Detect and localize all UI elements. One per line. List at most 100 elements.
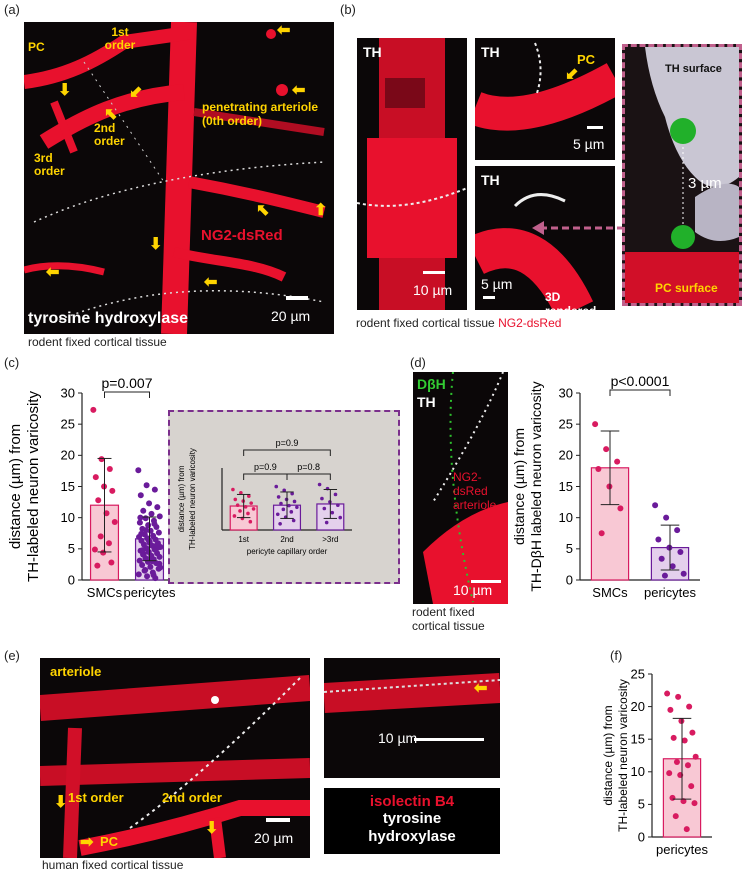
y-tick-label: 0 bbox=[566, 572, 573, 587]
chart-f: 0 5 10 15 20 25 pericytes distance (µm) from TH-… bbox=[601, 666, 712, 857]
data-point bbox=[674, 527, 681, 534]
vessel-drawing-b2 bbox=[475, 42, 615, 131]
data-point bbox=[140, 507, 147, 514]
data-point bbox=[98, 456, 105, 463]
data-point bbox=[279, 501, 283, 506]
label-th: TH bbox=[417, 394, 436, 410]
scale-bar-b1 bbox=[423, 271, 445, 274]
dashed-arrow-icon bbox=[532, 221, 625, 235]
arrow-icon: ⬇ bbox=[205, 820, 219, 837]
caption-b-text: rodent fixed cortical tissue bbox=[356, 316, 495, 330]
y-tick-label: 25 bbox=[559, 417, 573, 432]
data-point bbox=[333, 492, 338, 497]
data-point bbox=[153, 542, 160, 549]
data-point bbox=[143, 482, 150, 489]
label-second-order: 2nd order bbox=[94, 121, 125, 148]
data-point bbox=[247, 494, 251, 498]
vessel-drawing-e2 bbox=[324, 673, 500, 713]
render-3d-drawing bbox=[625, 47, 739, 303]
label-ng2-arteriole: NG2-dsRed arteriole bbox=[453, 470, 497, 512]
data-point bbox=[322, 506, 327, 511]
data-point bbox=[664, 690, 671, 697]
arrow-icon: ⬋ bbox=[129, 84, 143, 101]
category-label: SMCs bbox=[592, 585, 628, 600]
data-point bbox=[603, 446, 610, 453]
data-point bbox=[282, 488, 287, 493]
data-point bbox=[281, 507, 286, 512]
micrograph-a: PC 1st order 2nd order 3rd order penetra… bbox=[24, 22, 334, 334]
p-value-label: p=0.007 bbox=[102, 375, 153, 391]
data-point bbox=[617, 505, 624, 512]
data-point bbox=[291, 518, 296, 523]
scale-label-d: 10 µm bbox=[453, 582, 493, 598]
y-axis-label: TH-labeled neuron varicosity bbox=[25, 391, 42, 582]
data-point bbox=[338, 515, 343, 520]
render-3d-box: TH surface 3 µm PC surface bbox=[622, 44, 742, 306]
data-point bbox=[151, 486, 158, 493]
data-point bbox=[598, 530, 605, 537]
data-point bbox=[156, 553, 163, 560]
data-point bbox=[290, 491, 294, 496]
data-point bbox=[289, 510, 294, 514]
label-th: TH bbox=[481, 172, 500, 188]
chart-c: 0 5 10 15 20 25 30 SMCs pericytes p=0.007 distance… bbox=[7, 375, 176, 600]
data-point bbox=[243, 505, 248, 509]
data-point bbox=[287, 503, 291, 508]
y-tick-label: 0 bbox=[638, 829, 645, 844]
p-value-label: p<0.0001 bbox=[611, 373, 670, 389]
data-point bbox=[138, 530, 145, 537]
data-point bbox=[614, 458, 621, 465]
data-point bbox=[677, 548, 684, 555]
data-point bbox=[251, 507, 256, 511]
category-label: SMCs bbox=[87, 585, 123, 600]
data-point bbox=[249, 501, 253, 505]
vessel-drawing-e bbox=[40, 675, 310, 858]
data-point bbox=[666, 544, 673, 551]
y-tick-label: 5 bbox=[638, 797, 645, 812]
label-second-order: 2nd order bbox=[162, 790, 222, 805]
micrograph-b-bottom: TH 5 µm 3D rendered bbox=[475, 166, 615, 310]
label-arteriole: arteriole bbox=[50, 664, 102, 679]
scale-bar-a bbox=[286, 296, 308, 300]
legend-box-e: isolectin B4 tyrosine hydroxylase bbox=[324, 788, 500, 854]
category-label: >3rd bbox=[322, 535, 338, 544]
y-tick-label: 0 bbox=[68, 572, 75, 587]
label-ng2-dsred: NG2-dsRed bbox=[201, 227, 283, 244]
y-axis-label: distance (µm) from bbox=[601, 705, 615, 805]
panel-label-f: (f) bbox=[610, 648, 623, 663]
data-point bbox=[275, 512, 280, 517]
caption-a: rodent fixed cortical tissue bbox=[28, 335, 167, 349]
micrograph-b-left: TH 10 µm bbox=[357, 38, 467, 310]
panel-label-b: (b) bbox=[340, 2, 356, 17]
data-point bbox=[233, 497, 238, 502]
data-point bbox=[686, 703, 693, 710]
y-axis-label: TH-labeled neuron varicosity bbox=[188, 448, 197, 550]
label-third-order: 3rd order bbox=[34, 151, 65, 178]
label-th: TH bbox=[363, 44, 382, 60]
category-label: pericytes bbox=[123, 585, 176, 600]
arrow-icon: ⬅ bbox=[46, 264, 60, 281]
vessel-drawing-d bbox=[423, 372, 508, 604]
significance-bracket bbox=[286, 473, 331, 480]
data-point bbox=[139, 547, 146, 554]
caption-d: rodent fixed cortical tissue bbox=[412, 605, 485, 633]
scale-label-b3: 5 µm bbox=[481, 276, 513, 292]
category-label: 1st bbox=[238, 535, 249, 544]
data-point bbox=[146, 500, 153, 507]
data-point bbox=[238, 509, 242, 513]
category-label: pericytes bbox=[656, 842, 709, 857]
data-point bbox=[97, 533, 104, 540]
micrograph-e: arteriole 1st order 2nd order PC ➡ ⬇ ⬇ 2… bbox=[40, 658, 310, 858]
arrow-icon: ⬇ bbox=[54, 794, 68, 811]
data-point bbox=[135, 571, 142, 578]
data-point bbox=[675, 693, 682, 700]
data-point bbox=[692, 753, 699, 760]
data-point bbox=[276, 495, 281, 499]
legend-tyrosine-hydroxylase: tyrosine hydroxylase bbox=[368, 810, 456, 845]
data-point bbox=[108, 559, 115, 566]
data-point bbox=[684, 762, 691, 769]
y-axis-label: distance (µm) from bbox=[511, 428, 527, 545]
y-tick-label: 15 bbox=[559, 479, 573, 494]
scale-bar-e2 bbox=[414, 738, 484, 741]
label-pc-surface: PC surface bbox=[655, 281, 718, 295]
